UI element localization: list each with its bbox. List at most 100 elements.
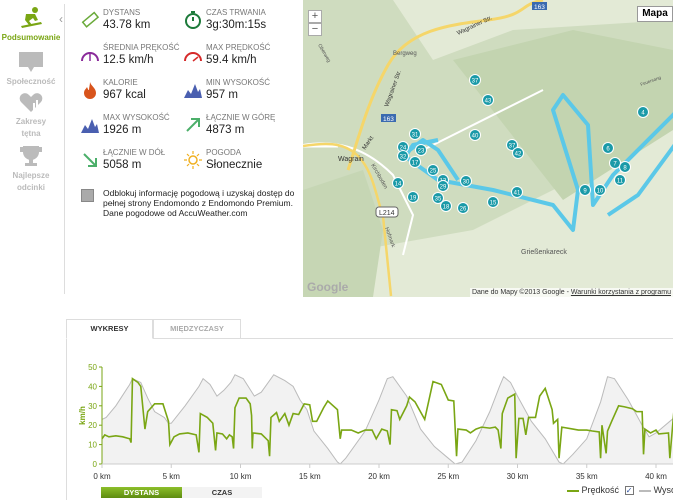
sidebar-item-label: Zakresy tętna — [15, 117, 47, 138]
route-marker[interactable] — [602, 142, 614, 154]
sidebar-item-label: Najlepsze odcinki — [12, 171, 50, 192]
sidebar-item-spolecznosc[interactable]: Społeczność — [0, 50, 62, 88]
route-marker-label: 7 — [613, 162, 617, 168]
stat-label: DYSTANS — [103, 8, 141, 17]
weather-image-icon — [81, 189, 94, 202]
collapse-sidebar-chevron-icon[interactable]: ‹ — [59, 12, 63, 26]
route-marker[interactable] — [482, 94, 494, 106]
y-tick-label: 50 — [88, 363, 97, 372]
toggle-dystans[interactable]: DYSTANS — [101, 487, 182, 498]
stat-max-prędkość: MAX PRĘDKOŚĆ 59.4 km/h — [184, 43, 294, 77]
stat-czas-trwania: CZAS TRWANIA 3g:30m:15s — [184, 8, 294, 42]
tab-wykresy[interactable]: WYKRESY — [66, 319, 153, 339]
route-marker-label: 42 — [515, 152, 522, 158]
stat-kalorie: KALORIE 967 kcal — [81, 78, 191, 112]
trophy-icon — [20, 146, 42, 166]
altitude-line — [101, 374, 673, 465]
stat-label: MAX PRĘDKOŚĆ — [206, 43, 271, 52]
road-badge-l214: L214 — [379, 210, 395, 217]
route-marker[interactable] — [409, 156, 421, 168]
route-marker[interactable] — [397, 150, 409, 162]
route-marker[interactable] — [487, 196, 499, 208]
map-type-button[interactable]: Mapa — [637, 6, 673, 22]
stat-value: 43.78 km — [103, 19, 151, 31]
sidebar-item-label: Społeczność — [6, 77, 56, 86]
zoom-out-button[interactable]: − — [308, 23, 322, 36]
weather-source: Dane pogodowe od AccuWeather.com — [103, 208, 248, 218]
route-marker[interactable] — [392, 177, 404, 189]
route-marker-label: 37 — [472, 79, 479, 85]
speed-swatch — [567, 489, 579, 492]
route-marker-label: 9 — [583, 189, 587, 195]
route-marker-label: 8 — [623, 166, 627, 172]
stat-value: 4873 m — [206, 124, 245, 136]
stat-label: MIN WYSOKOŚĆ — [206, 78, 271, 87]
route-marker[interactable] — [427, 164, 439, 176]
route-marker-label: 35 — [435, 197, 442, 203]
promo-text[interactable]: Odblokuj informację pogodową i uzyskaj d… — [103, 188, 295, 208]
y-tick-label: 10 — [88, 441, 97, 450]
route-map[interactable]: 3743403742416781110943123243217251330291… — [303, 0, 673, 297]
route-marker[interactable] — [619, 161, 631, 173]
x-tick-label: 0 km — [93, 472, 111, 481]
arrow-down-right-icon — [83, 153, 97, 167]
zoom-in-button[interactable]: + — [308, 10, 322, 23]
route-marker-label: 17 — [412, 161, 419, 167]
speech-bubble-icon — [19, 52, 43, 72]
route-marker[interactable] — [614, 174, 626, 186]
x-tick-label: 30 km — [507, 472, 529, 481]
heart-chart-icon — [19, 93, 43, 112]
route-markers: 3743403742416781110943123243217251330291… — [392, 74, 649, 214]
stat-value: 967 kcal — [103, 89, 146, 101]
route-marker[interactable] — [457, 202, 469, 214]
x-tick-label: 25 km — [437, 472, 459, 481]
route-marker[interactable] — [437, 180, 449, 192]
road-badge-163b: 163 — [383, 116, 394, 123]
route-marker-label: 31 — [412, 133, 419, 139]
stat-dystans: DYSTANS 43.78 km — [81, 8, 191, 42]
route-marker-label: 43 — [485, 99, 492, 105]
ruler-icon — [81, 11, 99, 28]
tab-miedzyczasy[interactable]: MIĘDZYCZASY — [153, 319, 241, 339]
altitude-checkbox[interactable]: ✓ — [624, 486, 634, 496]
route-marker[interactable] — [407, 191, 419, 203]
x-tick-label: 5 km — [163, 472, 181, 481]
toggle-czas[interactable]: CZAS — [182, 487, 262, 498]
route-marker[interactable] — [469, 74, 481, 86]
route-marker[interactable] — [579, 184, 591, 196]
route-marker[interactable] — [415, 144, 427, 156]
sidebar-item-zakresy-tetna[interactable]: Zakresy tętna — [0, 90, 62, 140]
route-marker-label: 10 — [597, 189, 604, 195]
y-tick-label: 40 — [88, 382, 97, 391]
google-logo: Google — [307, 280, 349, 294]
route-marker-label: 19 — [410, 196, 417, 202]
stat-label: MAX WYSOKOŚĆ — [103, 113, 170, 122]
stat-value: Słonecznie — [206, 159, 263, 171]
route-marker[interactable] — [609, 157, 621, 169]
route-marker[interactable] — [506, 139, 518, 151]
route-marker-label: 29 — [440, 185, 447, 191]
sidebar-item-label: Podsumowanie — [1, 33, 61, 42]
route-marker[interactable] — [512, 147, 524, 159]
route-marker[interactable] — [460, 175, 472, 187]
altitude-swatch — [639, 489, 652, 492]
sidebar-item-najlepsze-odcinki[interactable]: Najlepsze odcinki — [0, 144, 62, 194]
sidebar-item-podsumowanie[interactable]: Podsumowanie — [0, 6, 62, 44]
route-marker[interactable] — [594, 184, 606, 196]
route-marker[interactable] — [637, 106, 649, 118]
route-marker-label: 6 — [606, 147, 610, 153]
route-marker-label: 14 — [395, 182, 402, 188]
x-tick-label: 10 km — [230, 472, 252, 481]
x-tick-label: 20 km — [368, 472, 390, 481]
chart-legend: Prędkość ✓ Wysokość — [567, 485, 673, 496]
route-marker[interactable] — [511, 186, 523, 198]
stat-średnia-prękość: ŚREDNIA PRĘKOŚĆ 12.5 km/h — [81, 43, 191, 77]
route-marker[interactable] — [440, 200, 452, 212]
stat-label: ŁĄCZNIE W GÓRĘ — [206, 113, 276, 122]
terms-link[interactable]: Warunki korzystania z programu — [570, 289, 671, 296]
route-marker-label: 30 — [463, 180, 470, 186]
divider — [64, 4, 65, 294]
route-marker[interactable] — [469, 129, 481, 141]
route-marker[interactable] — [409, 128, 421, 140]
route-marker[interactable] — [432, 192, 444, 204]
